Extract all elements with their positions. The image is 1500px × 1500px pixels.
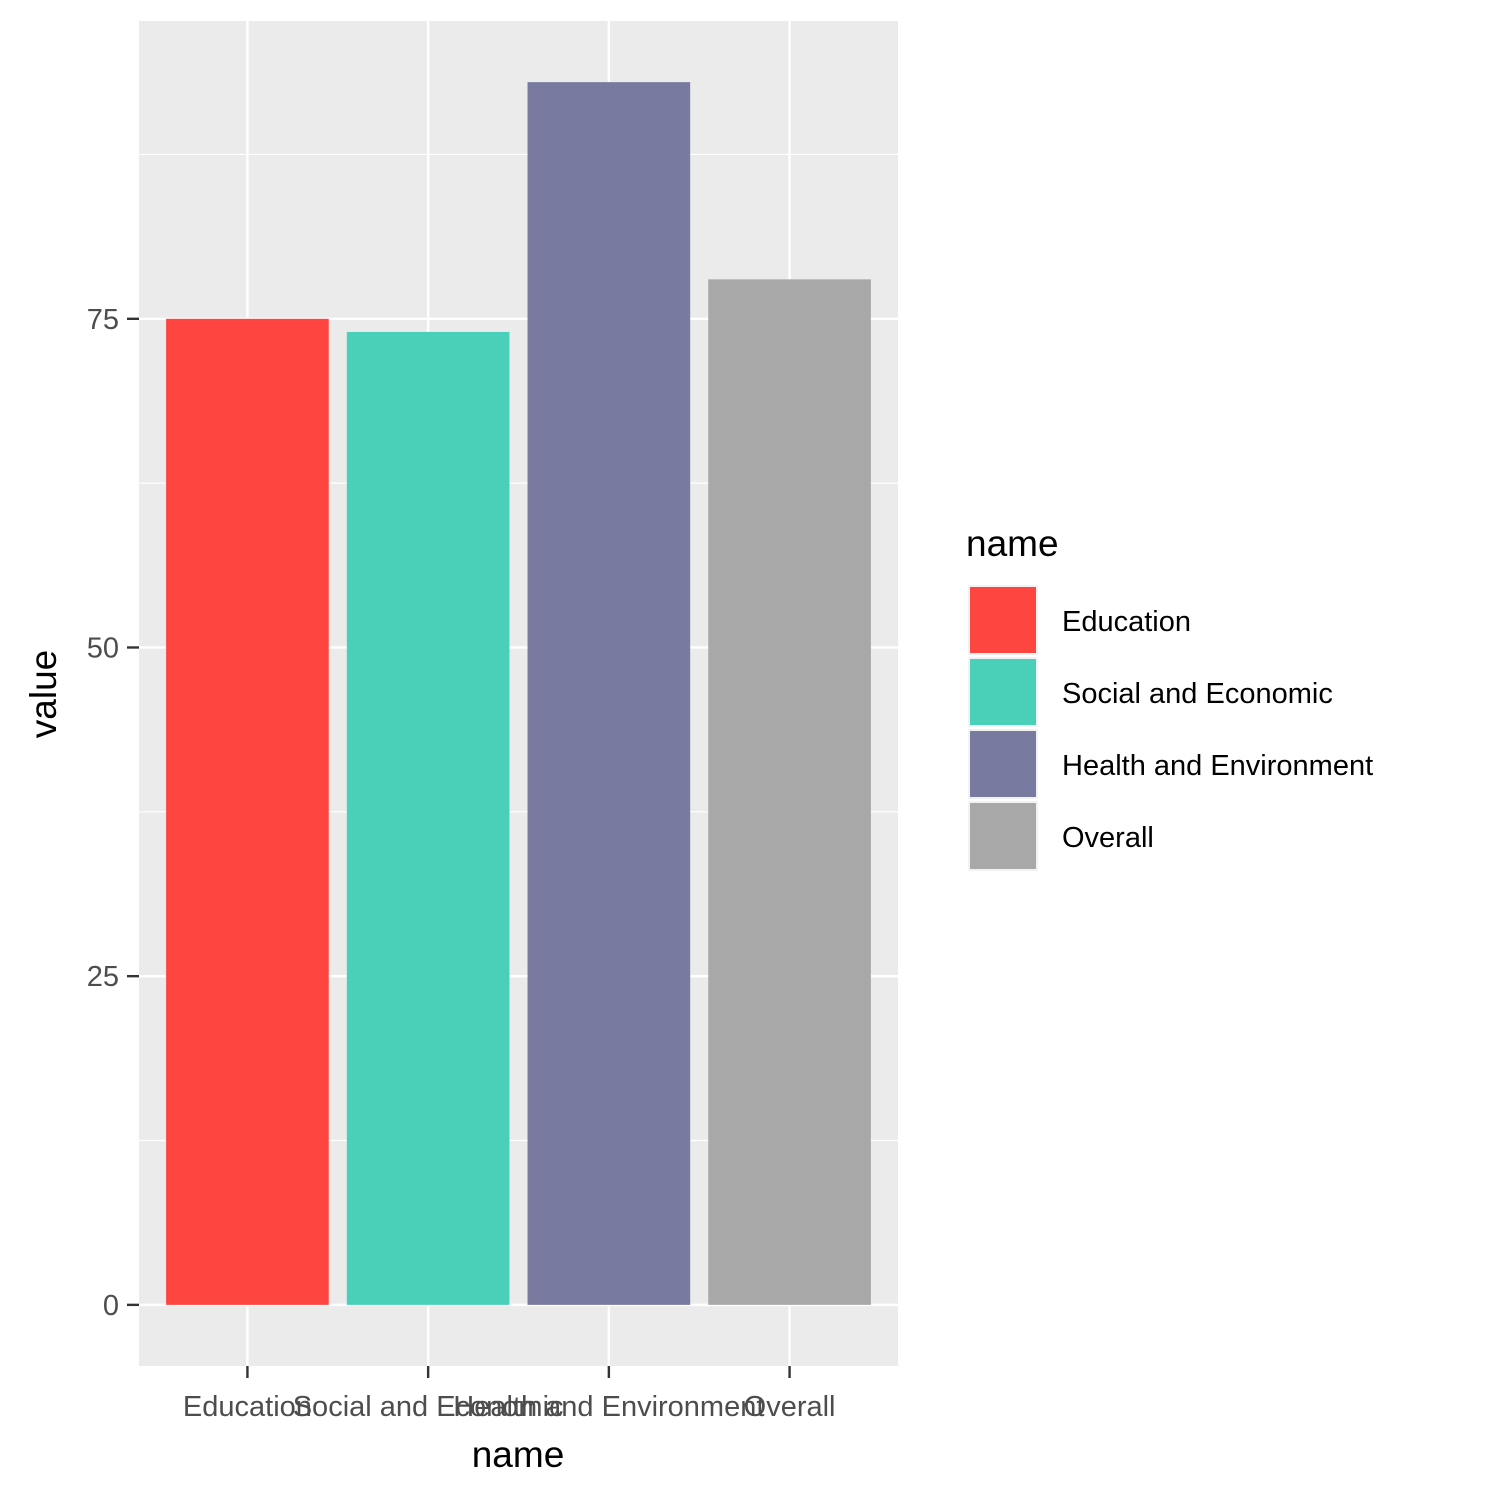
bar-health-and-environment xyxy=(527,82,691,1305)
bar-education xyxy=(166,318,329,1305)
y-tick-label: 50 xyxy=(87,632,119,664)
x-tick-label: Education xyxy=(183,1391,312,1423)
x-tick-label: Health and Environment xyxy=(453,1391,764,1423)
y-tick-label: 25 xyxy=(87,961,119,993)
legend-label: Education xyxy=(1062,606,1191,638)
legend-swatch-education xyxy=(970,587,1036,653)
legend: name Education Social and Economic Health … xyxy=(966,523,1373,871)
y-tick-label: 0 xyxy=(103,1290,119,1322)
x-axis-title: name xyxy=(472,1434,565,1475)
legend-title: name xyxy=(966,523,1059,564)
legend-swatch-overall xyxy=(970,803,1036,869)
legend-swatch-social-and-economic xyxy=(970,659,1036,725)
y-tick-label: 75 xyxy=(87,304,119,336)
legend-label: Overall xyxy=(1062,822,1154,854)
bar-social-and-economic xyxy=(346,331,510,1305)
legend-label: Social and Economic xyxy=(1062,678,1333,710)
legend-label: Health and Environment xyxy=(1062,750,1373,782)
legend-swatch-health-and-environment xyxy=(970,731,1036,797)
y-axis: 0 25 50 75 xyxy=(87,304,139,1322)
x-tick-label: Social and Economic xyxy=(293,1391,564,1423)
bar-overall xyxy=(708,279,871,1305)
bars xyxy=(166,82,871,1305)
x-tick-label: Overall xyxy=(744,1391,836,1423)
y-axis-title: value xyxy=(23,650,64,738)
